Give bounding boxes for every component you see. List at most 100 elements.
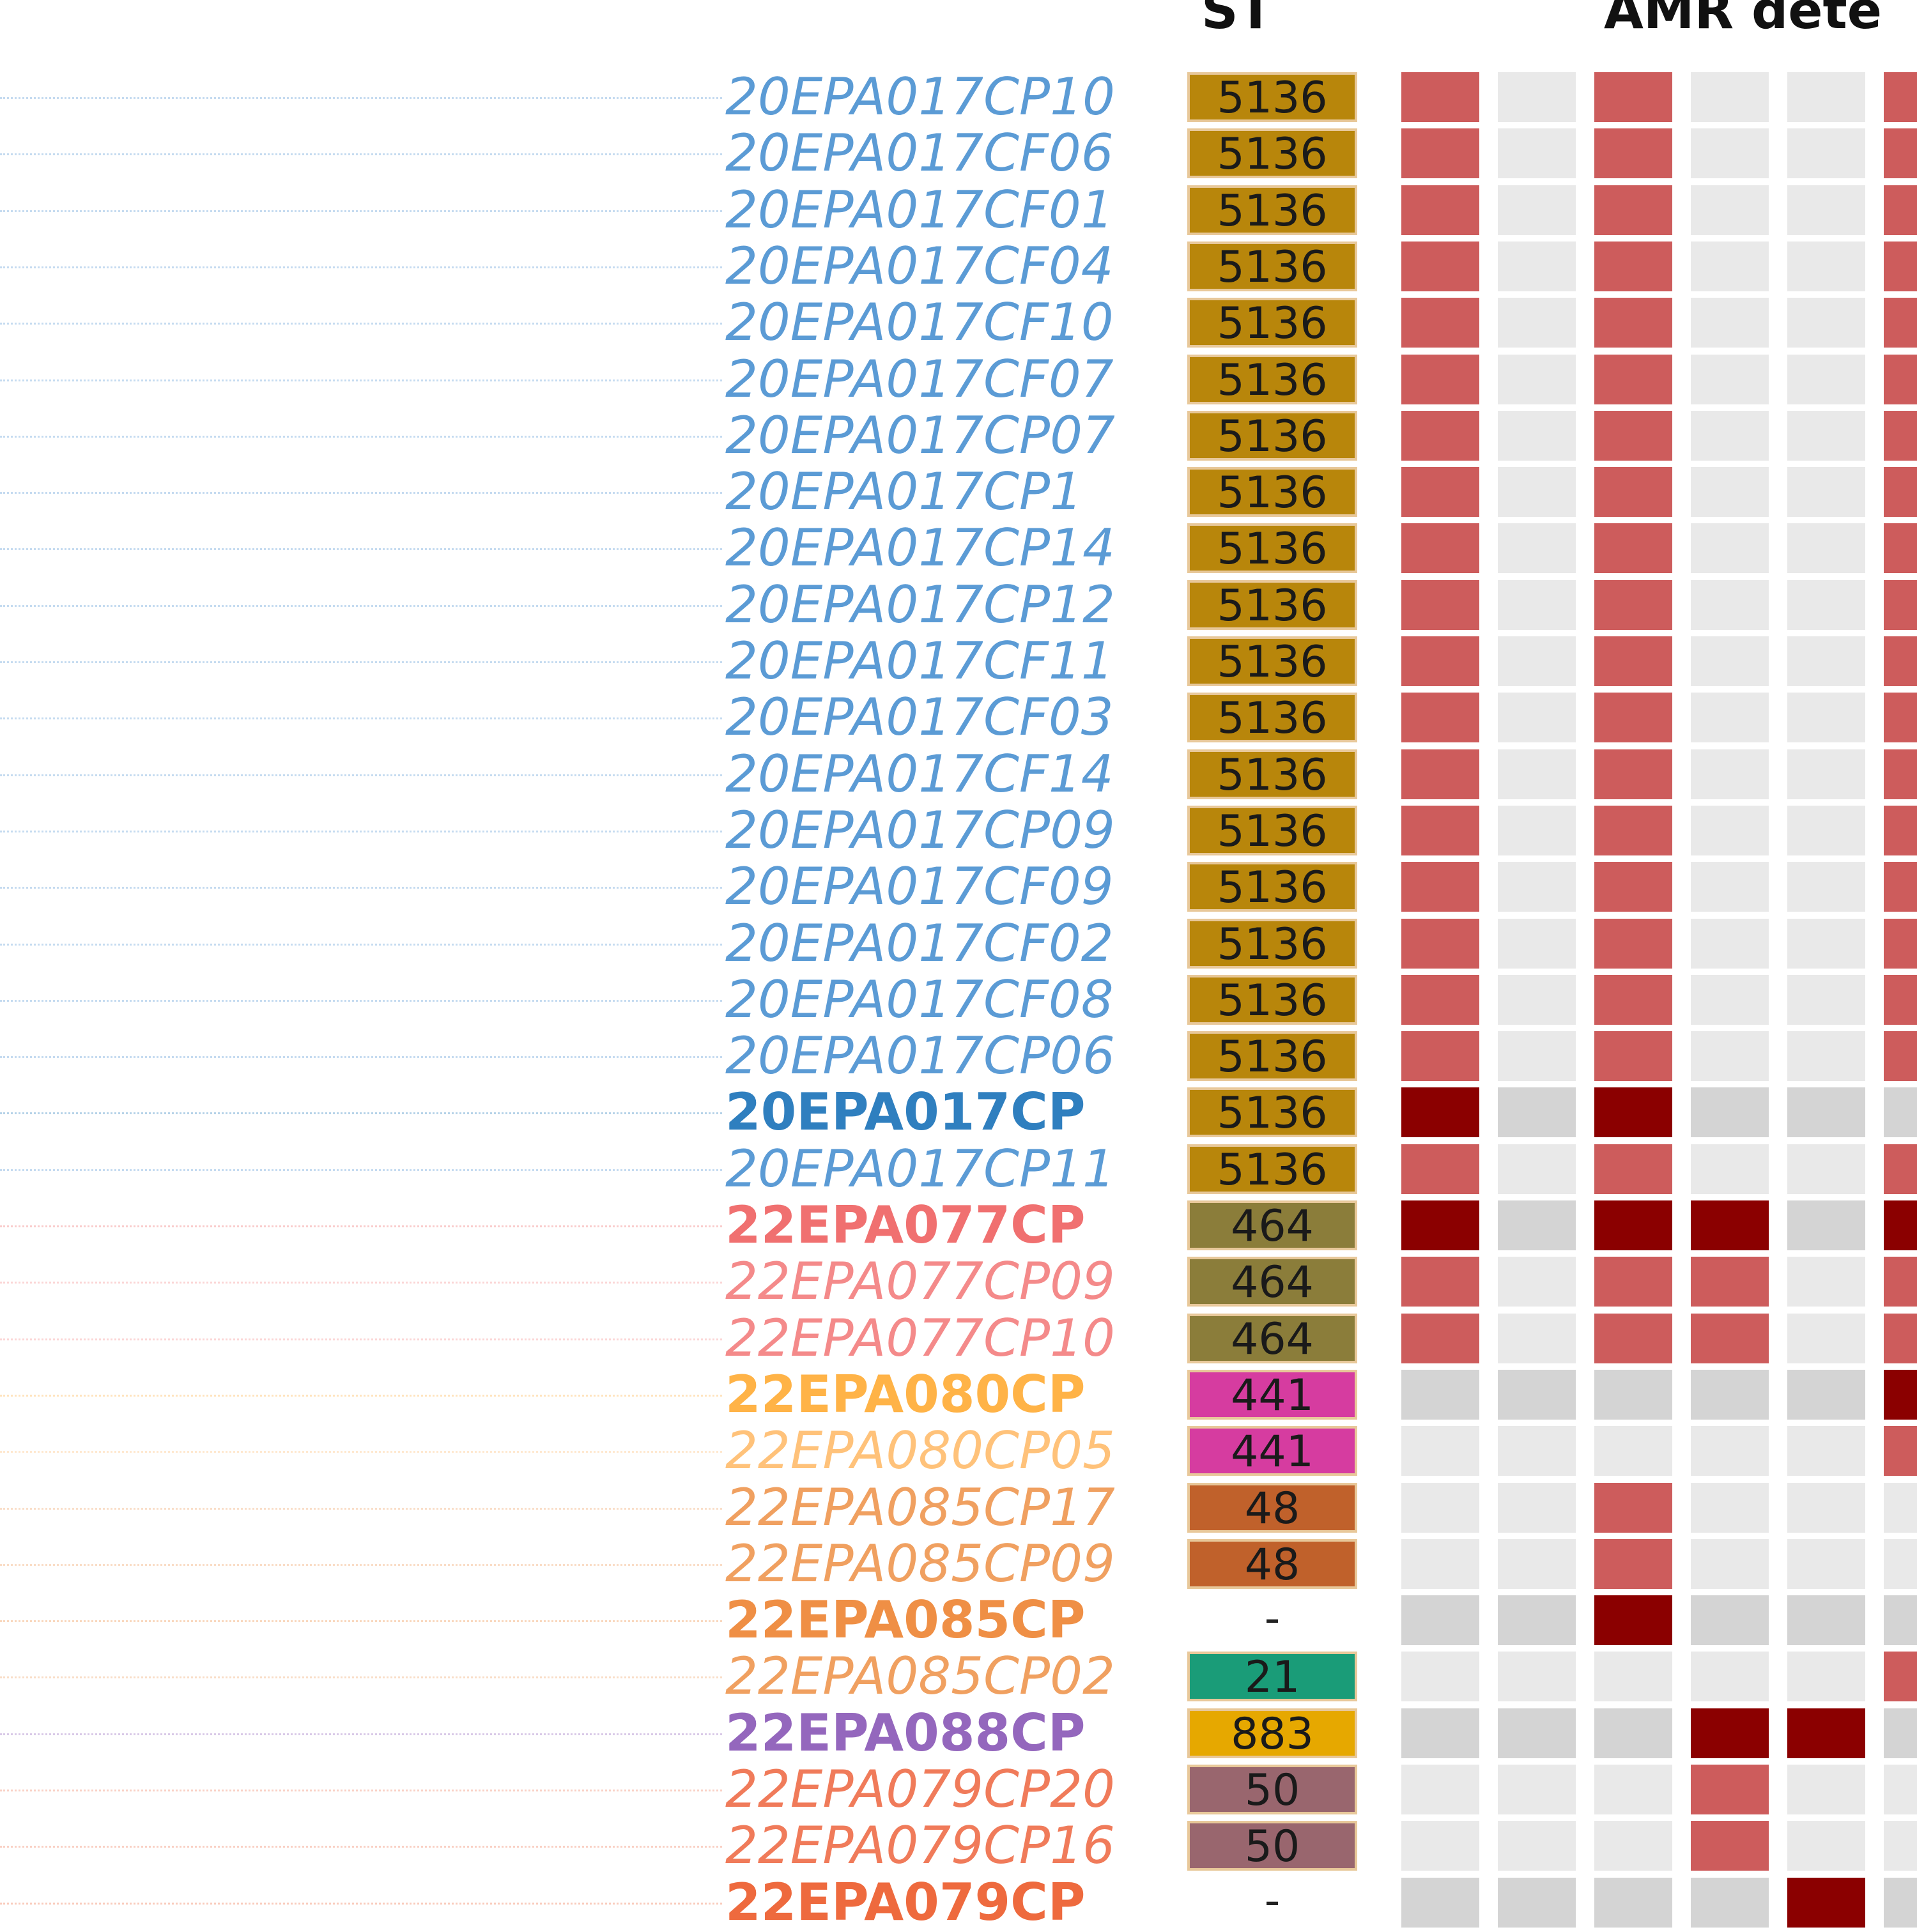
amr-gene-cell — [1401, 693, 1479, 743]
tree-branch-line — [0, 943, 722, 946]
amr-gene-cell — [1401, 1144, 1479, 1194]
amr-gene-cell — [1498, 410, 1576, 461]
st-cell: 5136 — [1187, 523, 1357, 574]
tree-branch-line — [0, 548, 722, 551]
amr-gene-cell — [1787, 862, 1865, 912]
st-cell: 5136 — [1187, 636, 1357, 686]
isolate-label: 22EPA080CP05 — [725, 1421, 1115, 1481]
amr-gene-cell — [1498, 1257, 1576, 1307]
amr-gene-cell — [1787, 1482, 1865, 1533]
amr-gene-cell — [1691, 636, 1769, 686]
amr-gene-cell — [1401, 974, 1479, 1025]
tree-branch-line — [0, 1902, 722, 1905]
amr-gene-cell — [1401, 636, 1479, 686]
tree-branch-line — [0, 1507, 722, 1510]
amr-gene-cell — [1691, 1595, 1769, 1646]
amr-gene-cell — [1787, 1877, 1865, 1928]
isolate-label: 20EPA017CP11 — [725, 1138, 1115, 1199]
st-cell: - — [1264, 1593, 1281, 1644]
amr-gene-cell — [1401, 354, 1479, 404]
amr-gene-cell — [1884, 241, 1917, 291]
amr-gene-cell — [1594, 693, 1672, 743]
tree-branch-line — [0, 774, 722, 776]
amr-gene-cell — [1691, 1708, 1769, 1758]
amr-gene-cell — [1691, 1538, 1769, 1589]
amr-gene-cell — [1884, 749, 1917, 799]
amr-gene-cell — [1498, 749, 1576, 799]
amr-gene-cell — [1884, 410, 1917, 461]
amr-gene-cell — [1401, 1821, 1479, 1871]
amr-gene-cell — [1787, 636, 1865, 686]
tree-branch-line — [0, 1169, 722, 1171]
amr-gene-cell — [1787, 1200, 1865, 1250]
tree-branch-line — [0, 1225, 722, 1227]
amr-gene-cell — [1498, 974, 1576, 1025]
amr-gene-cell — [1401, 1482, 1479, 1533]
amr-gene-cell — [1884, 1200, 1917, 1250]
st-cell: 5136 — [1187, 410, 1357, 461]
amr-gene-cell — [1498, 1426, 1576, 1476]
amr-gene-cell — [1884, 354, 1917, 404]
tree-branch-line — [0, 1282, 722, 1284]
tree-branch-line — [0, 1733, 722, 1735]
st-cell: - — [1264, 1875, 1281, 1926]
amr-gene-cell — [1691, 1877, 1769, 1928]
amr-gene-cell — [1884, 467, 1917, 518]
isolate-label: 22EPA077CP10 — [725, 1308, 1115, 1368]
amr-gene-cell — [1691, 410, 1769, 461]
amr-gene-cell — [1787, 974, 1865, 1025]
amr-gene-cell — [1498, 298, 1576, 348]
tree-branch-line — [0, 1056, 722, 1059]
isolate-label: 20EPA017CF10 — [725, 293, 1114, 353]
isolate-label: 22EPA088CP — [725, 1703, 1086, 1763]
amr-gene-cell — [1787, 410, 1865, 461]
amr-gene-cell — [1401, 1652, 1479, 1702]
amr-gene-cell — [1498, 1538, 1576, 1589]
tree-branch-line — [0, 1563, 722, 1566]
st-cell: 441 — [1187, 1426, 1357, 1476]
amr-gene-cell — [1594, 128, 1672, 179]
amr-gene-cell — [1401, 185, 1479, 235]
isolate-label: 22EPA085CP17 — [725, 1477, 1115, 1537]
st-cell: 5136 — [1187, 1031, 1357, 1082]
amr-gene-cell — [1787, 128, 1865, 179]
amr-gene-cell — [1691, 1652, 1769, 1702]
amr-gene-cell — [1884, 862, 1917, 912]
amr-gene-cell — [1498, 467, 1576, 518]
amr-gene-cell — [1884, 1877, 1917, 1928]
amr-gene-cell — [1401, 241, 1479, 291]
amr-gene-cell — [1498, 1482, 1576, 1533]
isolate-label: 22EPA079CP20 — [725, 1759, 1115, 1819]
st-cell: 5136 — [1187, 467, 1357, 518]
amr-gene-cell — [1691, 354, 1769, 404]
amr-gene-cell — [1594, 467, 1672, 518]
isolate-label: 20EPA017CP09 — [725, 800, 1115, 860]
isolate-label: 20EPA017CP14 — [725, 518, 1115, 578]
amr-gene-cell — [1498, 1765, 1576, 1814]
amr-gene-cell — [1691, 1482, 1769, 1533]
amr-gene-cell — [1498, 241, 1576, 291]
amr-gene-cell — [1498, 523, 1576, 574]
st-cell: 441 — [1187, 1369, 1357, 1420]
amr-gene-cell — [1498, 1595, 1576, 1646]
st-cell: 883 — [1187, 1708, 1357, 1758]
tree-branch-line — [0, 604, 722, 607]
amr-gene-cell — [1787, 805, 1865, 855]
tree-branch-line — [0, 1451, 722, 1453]
amr-gene-cell — [1594, 1313, 1672, 1363]
amr-gene-cell — [1787, 918, 1865, 969]
tree-branch-line — [0, 323, 722, 325]
isolate-label: 20EPA017CF02 — [725, 913, 1114, 973]
isolate-label: 20EPA017CP1 — [725, 462, 1083, 522]
tree-branch-line — [0, 999, 722, 1002]
amr-gene-cell — [1884, 523, 1917, 574]
amr-gene-cell — [1498, 1877, 1576, 1928]
isolate-label: 22EPA079CP — [725, 1872, 1086, 1932]
st-cell: 5136 — [1187, 693, 1357, 743]
amr-gene-cell — [1691, 241, 1769, 291]
st-cell: 464 — [1187, 1313, 1357, 1363]
amr-gene-cell — [1691, 1031, 1769, 1082]
tree-branch-line — [0, 266, 722, 268]
amr-gene-cell — [1594, 918, 1672, 969]
amr-gene-cell — [1884, 128, 1917, 179]
